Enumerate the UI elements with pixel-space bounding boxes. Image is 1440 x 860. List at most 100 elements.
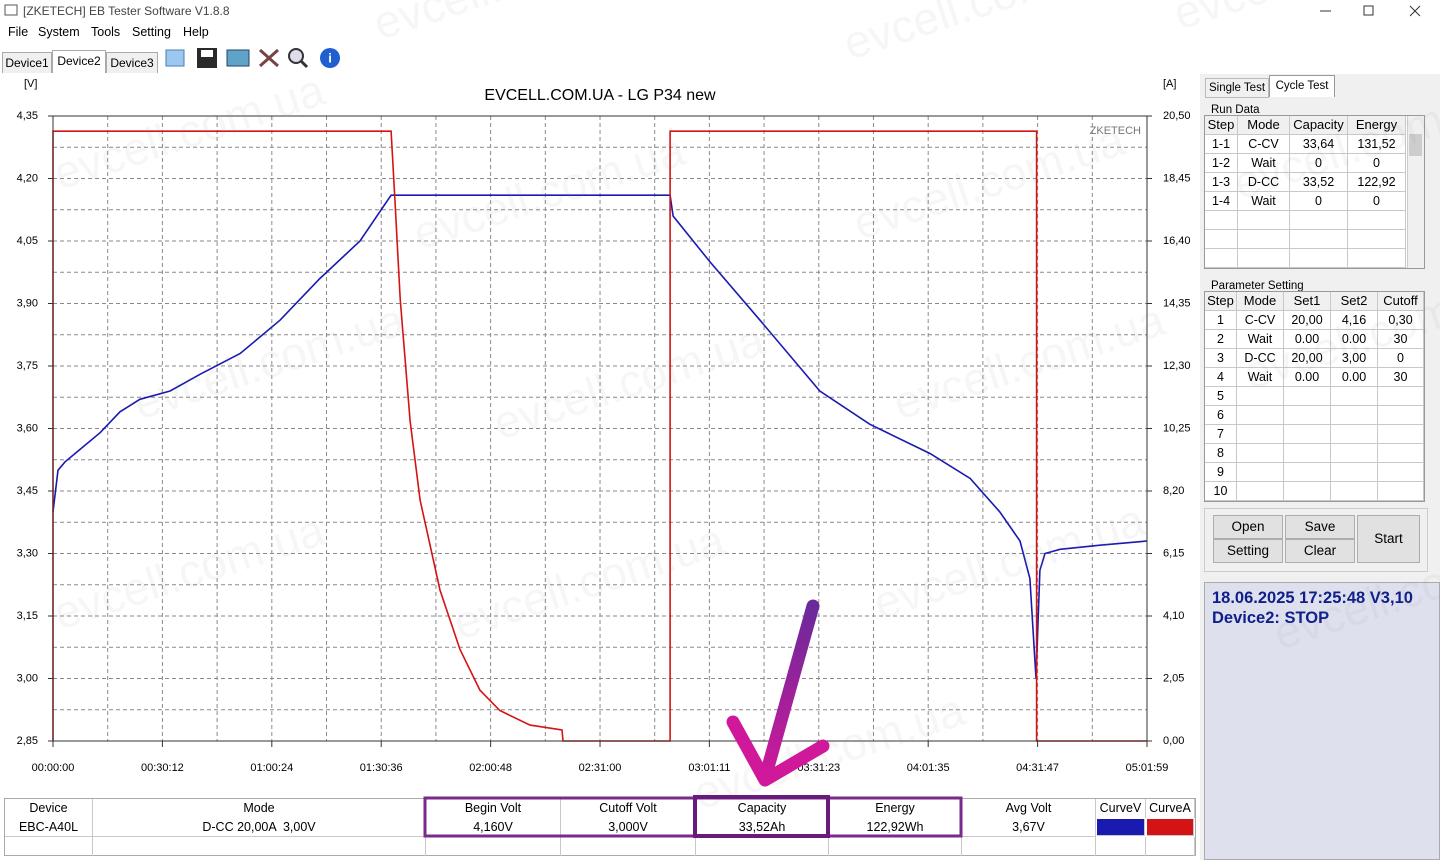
status-text: 18.06.2025 17:25:48 V3,10	[1212, 589, 1413, 607]
y-tick-label: 2,85	[17, 735, 38, 747]
table-header: Capacity	[696, 799, 829, 818]
table-cell: D-CC	[1237, 349, 1284, 368]
menu-item[interactable]: Setting	[132, 25, 171, 39]
table-cell: C-CV	[1238, 135, 1290, 154]
group-label: Parameter Setting	[1209, 280, 1306, 292]
table-cell	[1331, 387, 1378, 406]
table-cell	[1378, 406, 1424, 425]
y-axis-label: [V]	[24, 78, 37, 90]
y2-tick-label: 20,50	[1163, 110, 1191, 122]
device-tab[interactable]: Device3	[106, 52, 158, 73]
table-cell: 3,00	[1331, 349, 1378, 368]
y-tick-label: 3,45	[17, 485, 38, 497]
x-tick-label: 00:30:12	[141, 762, 184, 774]
y2-tick-label: 2,05	[1163, 672, 1184, 684]
y2-tick-label: 8,20	[1163, 485, 1184, 497]
restore-button[interactable]	[1363, 5, 1374, 16]
table-cell	[1378, 482, 1424, 501]
table-cell: 20,00	[1284, 349, 1331, 368]
table-cell	[1284, 387, 1331, 406]
x-tick-label: 04:31:47	[1016, 762, 1059, 774]
table-cell	[1284, 482, 1331, 501]
x-tick-label: 03:01:11	[688, 762, 730, 774]
y-tick-label: 3,30	[17, 547, 38, 559]
table-cell	[426, 837, 561, 856]
table-header: Mode	[1238, 116, 1290, 135]
x-tick-label: 01:00:24	[250, 762, 293, 774]
button[interactable]: Setting	[1213, 539, 1283, 563]
table-cell	[1331, 425, 1378, 444]
y-tick-label: 4,20	[17, 172, 38, 184]
table-header: Capacity	[1290, 116, 1348, 135]
brand-label: ZKETECH	[1090, 125, 1141, 137]
button[interactable]: Start	[1357, 515, 1420, 563]
image-icon[interactable]	[226, 49, 250, 67]
tools-icon[interactable]	[259, 48, 279, 68]
y2-axis-label: [A]	[1163, 78, 1176, 90]
table-cell	[696, 837, 829, 856]
side-tab[interactable]: Single Test	[1205, 78, 1269, 98]
table-cell	[1237, 387, 1284, 406]
y2-tick-label: 18,45	[1163, 172, 1191, 184]
table-cell	[93, 837, 426, 856]
table-cell	[1348, 211, 1406, 230]
menu-item[interactable]: Tools	[91, 25, 121, 39]
table-cell: 0.00	[1331, 368, 1378, 387]
table-cell: D-CC 20,00A 3,00V	[93, 818, 426, 837]
table-cell	[1237, 444, 1284, 463]
table-cell: 1-1	[1205, 135, 1238, 154]
table-cell: 30	[1378, 368, 1424, 387]
zoom-icon-handle	[299, 59, 309, 69]
table-cell	[1348, 230, 1406, 249]
device-tab[interactable]: Device1	[2, 52, 52, 73]
table-cell: 122,92	[1348, 173, 1406, 192]
x-tick-label: 04:01:35	[907, 762, 950, 774]
table-cell: 1-3	[1205, 173, 1238, 192]
table-cell: 3	[1205, 349, 1237, 368]
zoom-icon[interactable]	[288, 48, 304, 64]
table-header: Cutoff	[1378, 292, 1424, 311]
menu-item[interactable]: Help	[183, 25, 209, 39]
y2-tick-label: 16,40	[1163, 235, 1191, 247]
data-table: Step Mode Capacity Energy 1-1 C-CV 33,64 131,52…	[1204, 115, 1425, 269]
table-cell: Wait	[1237, 330, 1284, 349]
table-header: Mode	[1237, 292, 1284, 311]
side-tab[interactable]: Cycle Test	[1269, 75, 1335, 97]
table-cell	[1378, 463, 1424, 482]
table-cell: 9	[1205, 463, 1237, 482]
table-cell: 33,64	[1290, 135, 1348, 154]
table-cell	[1378, 387, 1424, 406]
y2-tick-label: 6,15	[1163, 547, 1184, 559]
side-panel: Single Test Cycle Test Run Data Step Mode Cap…	[1200, 74, 1440, 860]
menu-item[interactable]: File	[8, 25, 29, 39]
menu-item[interactable]: System	[38, 25, 80, 39]
button[interactable]: Clear	[1285, 539, 1355, 563]
table-cell: C-CV	[1237, 311, 1284, 330]
series-line	[52, 130, 1147, 742]
chart-title: EVCELL.COM.UA - LG P34 new	[484, 87, 716, 104]
button-group	[1204, 508, 1428, 572]
table-header: Set2	[1331, 292, 1378, 311]
table-header: Energy	[829, 799, 962, 818]
status-text: Device2: STOP	[1212, 609, 1330, 627]
title-bar: [ZKETECH] EB Tester Software V1.8.8	[4, 4, 1421, 18]
table-cell: 4,16	[1331, 311, 1378, 330]
open-icon[interactable]	[165, 49, 185, 67]
button[interactable]: Open	[1213, 515, 1283, 539]
table-cell	[1290, 249, 1348, 268]
table-cell	[1331, 482, 1378, 501]
y-tick-label: 3,75	[17, 360, 38, 372]
button[interactable]: Save	[1285, 515, 1355, 539]
chart-background	[0, 74, 1198, 794]
info-icon[interactable]	[320, 48, 340, 68]
table-cell	[1237, 406, 1284, 425]
table-header: Cutoff Volt	[561, 799, 696, 818]
table-cell	[1284, 425, 1331, 444]
scroll-thumb[interactable]	[1409, 134, 1422, 156]
y-tick-label: 3,90	[17, 297, 38, 309]
device-tab[interactable]: Device2	[52, 50, 106, 73]
close-button[interactable]	[1409, 5, 1421, 17]
y2-tick-label: 14,35	[1163, 297, 1191, 309]
table-header: Set1	[1284, 292, 1331, 311]
table-cell	[829, 837, 962, 856]
